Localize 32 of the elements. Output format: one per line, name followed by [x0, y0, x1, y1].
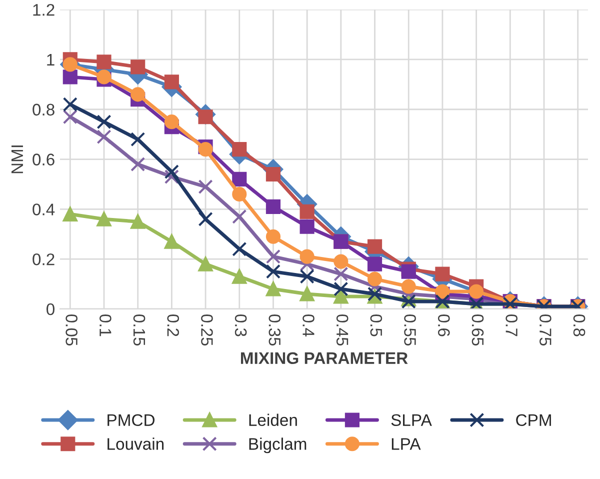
y-tick-label: 0 — [46, 303, 54, 316]
y-axis-title: NMI — [11, 146, 23, 174]
legend-label: Leiden — [249, 414, 297, 426]
x-tick-label: 0.75 — [540, 314, 552, 346]
legend-label: Louvain — [108, 438, 164, 450]
x-tick-label: 0.3 — [234, 314, 247, 336]
x-tick-label: 0.55 — [404, 314, 416, 346]
x-tick-label: 0.7 — [506, 314, 518, 336]
x-tick-label: 0.6 — [438, 314, 450, 336]
y-tick-label: 0.4 — [32, 204, 55, 216]
legend-label: Bigclam — [249, 438, 306, 454]
x-tick-label: 0.35 — [268, 314, 281, 346]
x-tick-label: 0.45 — [336, 314, 348, 346]
y-tick-label: 1 — [47, 54, 54, 66]
y-tick-label: 0.2 — [32, 253, 54, 266]
x-tick-label: 0.2 — [167, 314, 180, 336]
x-tick-label: 0.4 — [302, 314, 314, 336]
legend-label: PMCD — [108, 414, 154, 426]
x-tick-label: 0.1 — [100, 314, 112, 336]
legend-label: SLPA — [391, 414, 432, 426]
legend-label: CPM — [516, 414, 551, 426]
y-tick-label: 0.6 — [32, 154, 54, 166]
x-tick-label: 0.15 — [133, 314, 146, 346]
x-tick-label: 0.65 — [472, 314, 484, 346]
y-tick-label: 0.8 — [32, 104, 54, 116]
x-tick-label: 0.25 — [201, 314, 213, 346]
y-tick-label: 1.2 — [33, 4, 54, 16]
x-axis-title: MIXING PARAMETER — [241, 352, 408, 364]
x-tick-label: 0.5 — [370, 314, 382, 336]
legend-label: LPA — [392, 438, 421, 450]
x-tick-label: 0.05 — [66, 314, 78, 346]
x-tick-label: 0.8 — [573, 314, 586, 336]
